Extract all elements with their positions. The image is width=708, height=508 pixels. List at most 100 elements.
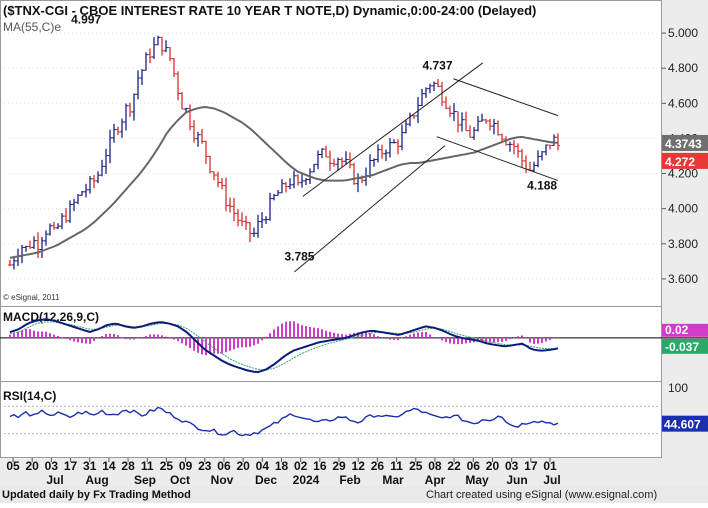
macd-indicator-label: MACD(12,26,9,C)	[3, 310, 99, 324]
month-label: May	[465, 473, 489, 487]
price-tick-label: 4.600	[668, 96, 698, 110]
price-bar	[512, 139, 516, 155]
time-tick-label: 03	[45, 459, 59, 473]
footer-credit: Updated daily by Fx Trading Method	[2, 489, 191, 501]
rsi-value-box: 44.607	[662, 415, 708, 432]
price-bar	[380, 144, 384, 159]
price-bar	[468, 125, 472, 138]
time-tick-label: 29	[332, 459, 346, 473]
price-bar	[456, 111, 460, 133]
price-bar	[112, 123, 116, 143]
time-tick-label: 31	[83, 459, 97, 473]
price-bar	[484, 118, 488, 124]
price-bar	[272, 193, 276, 201]
price-bar	[296, 174, 300, 186]
price-bar	[56, 223, 60, 230]
price-tick-label: 3.800	[668, 237, 698, 251]
price-bar	[348, 152, 352, 169]
price-bar	[32, 236, 36, 249]
lower-wedge-line[interactable]	[436, 136, 559, 182]
rsi-line	[9, 406, 559, 437]
price-bar	[472, 126, 476, 140]
price-bar	[292, 170, 296, 189]
time-tick-label: 26	[371, 459, 385, 473]
time-tick-label: 17	[524, 459, 538, 473]
price-bar	[384, 149, 388, 161]
time-tick-label: 11	[141, 459, 154, 473]
price-bar	[256, 214, 260, 238]
price-bar	[440, 82, 444, 106]
chart-header: ($TNX-CGI - CBOE INTEREST RATE 10 YEAR T…	[3, 3, 536, 18]
price-bar	[300, 173, 304, 188]
price-bar	[148, 48, 152, 64]
rsi-indicator-label: RSI(14,C)	[3, 389, 56, 403]
svg-text:44.607: 44.607	[664, 418, 701, 432]
month-label: 2024	[293, 473, 320, 487]
rsi-panel[interactable]	[0, 381, 662, 458]
price-bar	[428, 83, 432, 94]
price-bar	[236, 208, 240, 227]
price-bar	[80, 191, 84, 196]
price-tick-label: 3.600	[668, 272, 698, 286]
price-bar	[332, 158, 336, 167]
price-bar	[508, 141, 512, 152]
time-tick-label: 14	[102, 459, 116, 473]
price-bar	[500, 133, 504, 142]
price-bar	[552, 134, 556, 146]
time-tick-label: 03	[505, 459, 519, 473]
svg-text:4.272: 4.272	[665, 155, 695, 169]
price-bar	[60, 213, 64, 230]
price-bar	[96, 171, 100, 184]
price-bar	[232, 197, 236, 222]
price-annotations: 4.997 3.785 4.737 4.188	[71, 13, 557, 264]
rsi-plot: 100 44.607	[4, 381, 708, 437]
price-bar	[252, 227, 256, 238]
price-bar	[172, 58, 176, 78]
price-bar	[452, 103, 456, 122]
price-bar	[168, 47, 172, 62]
time-tick-label: 04	[256, 459, 270, 473]
price-bar	[392, 139, 396, 144]
price-bar	[328, 150, 332, 171]
price-bar	[336, 157, 340, 171]
price-bar	[88, 175, 92, 194]
price-bar	[492, 118, 496, 135]
price-bar	[224, 177, 228, 212]
month-label: Nov	[211, 473, 234, 487]
price-bar	[268, 192, 272, 221]
annotation-4-188: 4.188	[527, 179, 557, 193]
month-label: Dec	[255, 473, 277, 487]
price-bar	[48, 223, 52, 236]
price-bar	[444, 96, 448, 110]
price-bars	[8, 35, 560, 270]
ma-line-group	[9, 105, 559, 259]
lower-channel-line[interactable]	[294, 145, 446, 273]
price-bar	[476, 116, 480, 132]
price-bar	[200, 129, 204, 144]
price-bar	[132, 93, 136, 121]
time-tick-label: 20	[25, 459, 39, 473]
month-label: Jul	[543, 473, 560, 487]
time-axis-background	[0, 458, 708, 486]
time-tick-label: 09	[179, 459, 193, 473]
price-bar	[536, 150, 540, 168]
price-bar	[36, 232, 40, 259]
upper-wedge-line[interactable]	[453, 78, 559, 117]
rsi-tick-label: 100	[668, 381, 688, 395]
price-bar	[320, 148, 324, 159]
upper-channel-line[interactable]	[302, 62, 484, 197]
macd-plot: 0.02 -0.037	[0, 318, 708, 374]
price-bar	[372, 158, 376, 167]
price-bar	[212, 171, 216, 181]
time-tick-label: 11	[390, 459, 403, 473]
price-bar	[176, 71, 180, 101]
price-bar	[304, 178, 308, 186]
month-label: Jul	[46, 473, 63, 487]
price-axis: 5.0004.8004.6004.4004.2004.0003.8003.600…	[662, 26, 708, 286]
time-tick-label: 16	[313, 459, 327, 473]
price-bar	[144, 52, 148, 71]
time-tick-label: 06	[467, 459, 481, 473]
